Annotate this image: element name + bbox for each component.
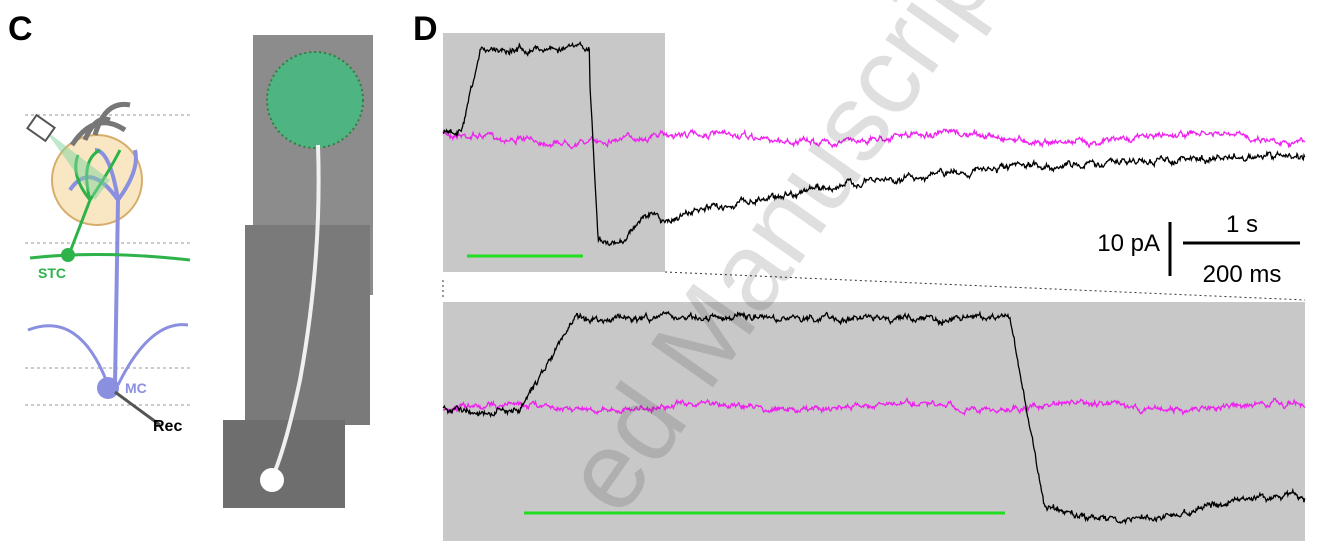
- micrograph: [223, 35, 373, 508]
- trace: [442, 310, 1306, 526]
- scale-label: 10 pA: [1097, 230, 1160, 257]
- annotation: Rec: [153, 418, 182, 435]
- traces: [442, 40, 1306, 526]
- trace: [442, 128, 1306, 150]
- trace: [443, 40, 1306, 247]
- panel-label: D: [413, 10, 438, 48]
- stim-window: [443, 33, 665, 272]
- stim-window: [443, 302, 1305, 541]
- cell-diagram: STC MC Rec: [25, 101, 191, 435]
- scale-label: 1 s: [1226, 211, 1258, 238]
- panel-label: C: [8, 10, 33, 48]
- scale-label: 200 ms: [1203, 261, 1282, 288]
- annotation: MC: [125, 380, 147, 396]
- trace: [442, 396, 1306, 417]
- annotation: STC: [38, 265, 66, 281]
